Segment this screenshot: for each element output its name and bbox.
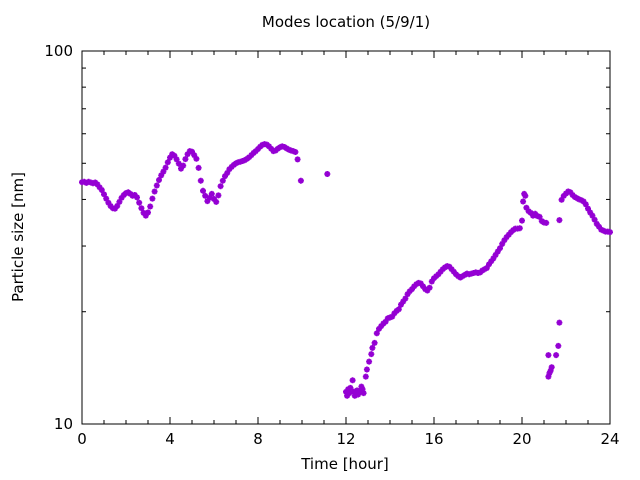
plot-border: [81, 50, 611, 425]
y-axis-label: Particle size [nm]: [9, 172, 27, 302]
x-tick-label: 12: [336, 430, 355, 448]
x-tick-label: 20: [512, 430, 531, 448]
data-points: [79, 141, 613, 399]
y-tick-label: 10: [54, 415, 73, 433]
y-tick-label: 100: [44, 42, 73, 60]
x-axis-label: Time [hour]: [301, 455, 389, 473]
x-tick-label: 16: [424, 430, 443, 448]
chart-title: Modes location (5/9/1): [261, 13, 431, 31]
x-tick-label: 24: [600, 430, 619, 448]
x-tick-label: 4: [165, 430, 175, 448]
x-tick-label: 0: [77, 430, 87, 448]
x-tick-label: 8: [253, 430, 263, 448]
